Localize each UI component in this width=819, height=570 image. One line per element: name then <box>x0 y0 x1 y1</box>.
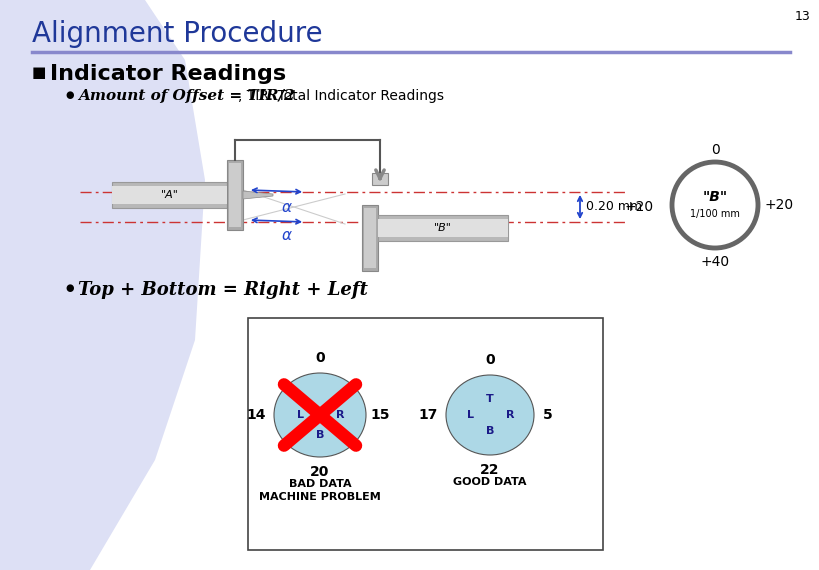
Text: 13: 13 <box>794 10 810 23</box>
Text: BAD DATA: BAD DATA <box>288 479 351 489</box>
Polygon shape <box>0 0 205 570</box>
Text: +20: +20 <box>765 198 794 212</box>
Text: 14: 14 <box>247 408 265 422</box>
Polygon shape <box>243 191 273 199</box>
Text: 15: 15 <box>370 408 390 422</box>
Text: 22: 22 <box>480 463 500 477</box>
Text: 20: 20 <box>310 465 330 479</box>
Text: "B": "B" <box>703 190 727 204</box>
FancyBboxPatch shape <box>227 160 243 230</box>
Text: Alignment Procedure: Alignment Procedure <box>32 20 323 48</box>
Text: T: T <box>486 394 494 404</box>
Text: "A": "A" <box>161 190 179 200</box>
Text: Indicator Readings: Indicator Readings <box>50 64 286 84</box>
Ellipse shape <box>274 373 366 457</box>
Text: 0: 0 <box>315 351 325 365</box>
Text: R: R <box>506 410 514 420</box>
Text: 0: 0 <box>711 143 719 157</box>
Text: R: R <box>336 410 344 420</box>
FancyBboxPatch shape <box>364 208 376 268</box>
Text: 0: 0 <box>485 353 495 367</box>
FancyBboxPatch shape <box>248 318 603 550</box>
Text: , TIR: Total Indicator Readings: , TIR: Total Indicator Readings <box>238 89 444 103</box>
FancyBboxPatch shape <box>229 163 241 227</box>
Text: 5: 5 <box>543 408 553 422</box>
Text: 1/100 mm: 1/100 mm <box>690 209 740 219</box>
Text: L: L <box>296 410 304 420</box>
Text: Amount of Offset = TIR/2: Amount of Offset = TIR/2 <box>78 89 295 103</box>
Text: L: L <box>467 410 473 420</box>
Text: ■: ■ <box>32 65 47 80</box>
Text: 17: 17 <box>419 408 437 422</box>
FancyBboxPatch shape <box>378 219 508 237</box>
Text: GOOD DATA: GOOD DATA <box>453 477 527 487</box>
Text: α: α <box>282 200 292 215</box>
FancyBboxPatch shape <box>362 205 378 271</box>
FancyBboxPatch shape <box>378 215 508 241</box>
Text: +40: +40 <box>700 255 730 269</box>
Circle shape <box>672 162 758 248</box>
Text: Top + Bottom = Right + Left: Top + Bottom = Right + Left <box>78 281 368 299</box>
Text: ●: ● <box>65 90 74 100</box>
Text: B: B <box>486 426 494 436</box>
Ellipse shape <box>446 375 534 455</box>
Text: α: α <box>282 228 292 243</box>
Text: "B": "B" <box>434 223 452 233</box>
FancyBboxPatch shape <box>112 182 227 208</box>
Text: B: B <box>316 430 324 440</box>
Text: ●: ● <box>65 283 74 293</box>
Text: MACHINE PROBLEM: MACHINE PROBLEM <box>259 492 381 502</box>
Text: 0.20 mm: 0.20 mm <box>586 201 642 214</box>
FancyBboxPatch shape <box>112 186 227 204</box>
Text: +20: +20 <box>625 200 654 214</box>
FancyBboxPatch shape <box>372 173 388 185</box>
